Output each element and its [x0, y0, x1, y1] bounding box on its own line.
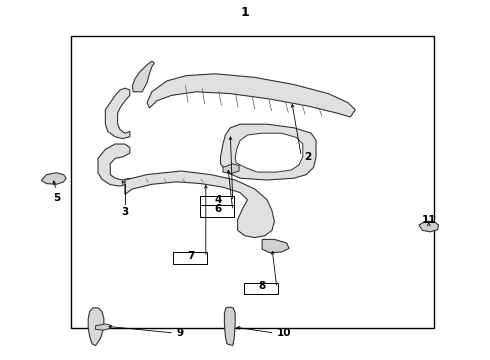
Text: 8: 8 — [259, 281, 266, 291]
Text: 11: 11 — [421, 215, 436, 225]
Text: 9: 9 — [176, 328, 184, 338]
Text: 7: 7 — [187, 251, 195, 261]
Polygon shape — [96, 324, 110, 330]
FancyBboxPatch shape — [244, 283, 278, 294]
Polygon shape — [42, 173, 66, 184]
Polygon shape — [147, 74, 355, 117]
Polygon shape — [224, 307, 235, 346]
Text: 10: 10 — [277, 328, 292, 338]
Bar — [71, 36, 434, 328]
Polygon shape — [105, 88, 130, 139]
Polygon shape — [235, 133, 303, 172]
Polygon shape — [223, 164, 239, 174]
Text: 2: 2 — [304, 152, 311, 162]
Text: 4: 4 — [214, 195, 222, 205]
Polygon shape — [262, 239, 289, 253]
FancyBboxPatch shape — [200, 196, 234, 208]
Text: 1: 1 — [241, 6, 249, 19]
Polygon shape — [419, 221, 439, 232]
Polygon shape — [125, 171, 274, 238]
FancyBboxPatch shape — [200, 205, 234, 217]
Text: 6: 6 — [215, 204, 221, 214]
Polygon shape — [98, 144, 130, 186]
Polygon shape — [88, 308, 104, 346]
Polygon shape — [220, 124, 316, 180]
FancyBboxPatch shape — [173, 252, 207, 264]
Text: 5: 5 — [53, 193, 60, 203]
Text: 3: 3 — [122, 207, 128, 217]
Polygon shape — [132, 61, 154, 92]
